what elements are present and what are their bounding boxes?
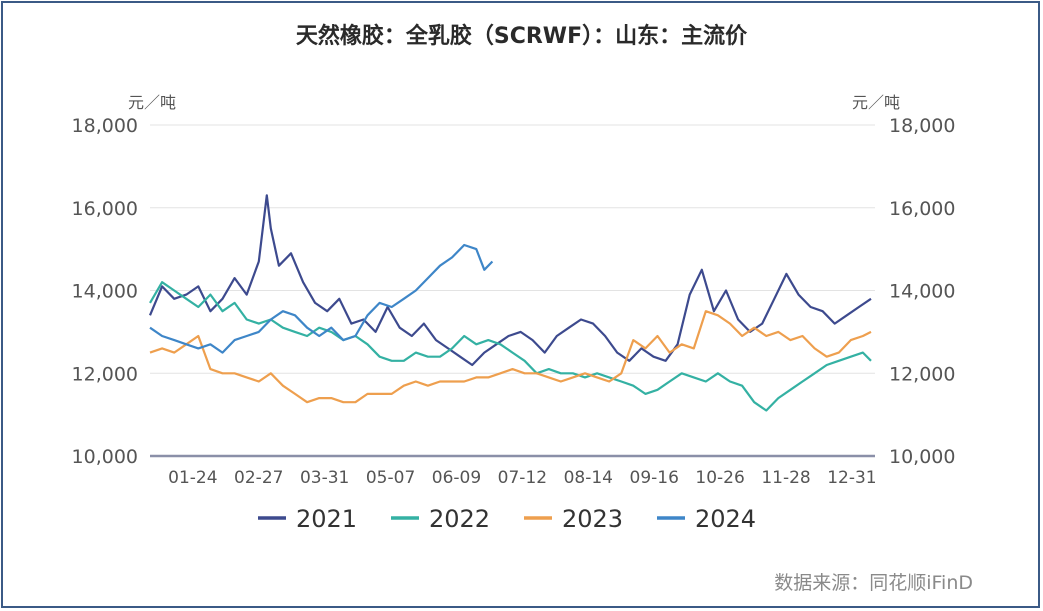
- x-tick-label: 07-12: [498, 468, 547, 488]
- y-tick-label-left: 12,000: [72, 363, 138, 385]
- x-tick-label: 09-16: [630, 468, 679, 488]
- legend-label-2023: 2023: [562, 505, 623, 533]
- chart-title: 天然橡胶：全乳胶（SCRWF）：山东：主流价: [295, 24, 748, 49]
- y-tick-label-right: 14,000: [889, 281, 955, 303]
- y-tick-label-right: 16,000: [889, 198, 955, 220]
- series-line-2021: [148, 194, 872, 367]
- x-tick-label: 03-31: [300, 468, 349, 488]
- y-axis-left: 10,000 12,000 14,000 16,000 18,000 元／吨: [72, 93, 177, 468]
- x-tick-label: 08-14: [564, 468, 613, 488]
- grid-lines: [150, 124, 875, 374]
- y-tick-label-left: 16,000: [72, 198, 138, 220]
- data-source: 数据来源：同花顺iFinD: [774, 572, 973, 594]
- x-tick-label: 12-31: [827, 468, 876, 488]
- y-tick-label-right: 12,000: [889, 363, 955, 385]
- x-tick-label: 11-28: [761, 468, 810, 488]
- y-unit-right: 元／吨: [852, 93, 900, 112]
- x-axis: 01-24 02-27 03-31 05-07 06-09 07-12 08-14 09-16…: [150, 454, 877, 488]
- series-line-2022: [149, 281, 872, 412]
- y-axis-right: 10,000 12,000 14,000 16,000 18,000 元／吨: [852, 93, 955, 468]
- y-tick-label-right: 10,000: [889, 446, 955, 468]
- series-lines: [148, 194, 872, 412]
- x-tick-label: 02-27: [234, 468, 283, 488]
- x-tick-label: 10-26: [695, 468, 744, 488]
- x-tick-label: 06-09: [432, 468, 481, 488]
- y-tick-label-left: 14,000: [72, 281, 138, 303]
- legend-label-2021: 2021: [296, 505, 357, 533]
- x-tick-label: 05-07: [366, 468, 415, 488]
- legend-label-2022: 2022: [429, 505, 490, 533]
- y-tick-label-left: 18,000: [72, 115, 138, 137]
- legend-label-2024: 2024: [695, 505, 756, 533]
- y-unit-left: 元／吨: [128, 93, 176, 112]
- y-tick-label-left: 10,000: [72, 446, 138, 468]
- series-line-2024: [149, 243, 494, 354]
- legend: 2021 2022 2023 2024: [258, 505, 756, 533]
- x-tick-label: 01-24: [168, 468, 217, 488]
- series-line-2023: [149, 310, 872, 404]
- y-tick-label-right: 18,000: [889, 115, 955, 137]
